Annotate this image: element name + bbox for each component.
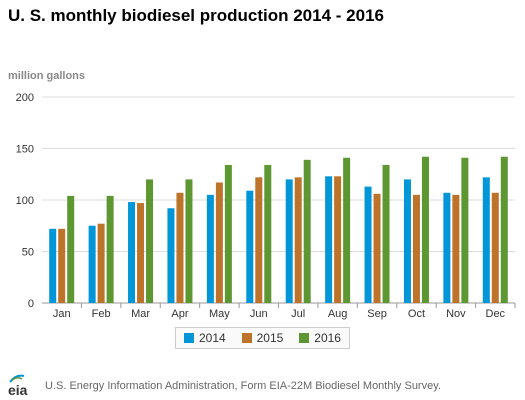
eia-logo-icon: eia (8, 374, 28, 398)
bar-2014-jun[interactable] (246, 190, 254, 303)
bar-2016-jul[interactable] (303, 159, 311, 303)
bar-2016-jan[interactable] (67, 195, 75, 303)
source-note: U.S. Energy Information Administration, … (45, 380, 441, 392)
bar-2016-aug[interactable] (343, 157, 351, 303)
x-tick-label: Aug (328, 308, 348, 320)
bar-2014-jul[interactable] (285, 179, 293, 303)
bar-2015-jun[interactable] (255, 177, 263, 303)
bar-2014-apr[interactable] (167, 208, 175, 303)
y-tick-label: 100 (16, 195, 34, 207)
y-tick-label: 150 (16, 144, 34, 156)
bar-2016-oct[interactable] (421, 156, 429, 303)
x-tick-label: Oct (408, 308, 425, 320)
bar-2014-may[interactable] (206, 194, 214, 303)
bars (49, 156, 508, 303)
x-tick-label: May (209, 308, 230, 320)
x-tick-label: Jun (250, 308, 268, 320)
y-axis-unit-label: million gallons (8, 70, 86, 82)
legend-swatch-2015 (241, 333, 252, 343)
bar-2015-feb[interactable] (97, 223, 105, 303)
y-tick-label: 50 (22, 247, 34, 259)
x-tick-label: Apr (171, 308, 188, 320)
x-tick-label: Jan (53, 308, 71, 320)
bar-2015-sep[interactable] (373, 193, 381, 303)
bar-2015-apr[interactable] (176, 192, 184, 303)
y-tick-label: 200 (16, 92, 34, 104)
bar-2015-nov[interactable] (452, 194, 460, 303)
bar-2016-sep[interactable] (382, 164, 390, 303)
y-axis-ticks: 0 50 100 150 200 (16, 92, 34, 310)
bar-2016-feb[interactable] (106, 195, 114, 303)
x-tick-label: Jul (291, 308, 305, 320)
x-tick-label: Dec (486, 308, 506, 320)
chart-title: U. S. monthly biodiesel production 2014 … (8, 6, 384, 25)
eia-logo-text: eia (8, 382, 28, 398)
bar-2016-jun[interactable] (264, 164, 272, 303)
legend-item-2014[interactable]: 2014 (183, 331, 226, 345)
bar-2014-sep[interactable] (364, 186, 372, 303)
bar-2014-dec[interactable] (482, 177, 490, 303)
x-tick-label: Nov (446, 308, 466, 320)
legend-label-2016: 2016 (314, 331, 341, 345)
bar-2016-dec[interactable] (500, 156, 508, 303)
bar-2014-nov[interactable] (443, 192, 451, 303)
legend-label-2015: 2015 (256, 331, 284, 345)
bar-2014-jan[interactable] (49, 228, 57, 303)
legend: 2014 2015 2016 (175, 327, 350, 349)
bar-2016-mar[interactable] (146, 179, 154, 303)
bar-2015-jan[interactable] (58, 228, 66, 303)
bar-2016-nov[interactable] (461, 157, 469, 303)
bar-2014-mar[interactable] (128, 202, 136, 303)
x-tick-label: Sep (367, 308, 387, 320)
legend-item-2016[interactable]: 2016 (299, 331, 341, 345)
bar-2014-oct[interactable] (403, 179, 411, 303)
bar-2015-mar[interactable] (137, 203, 145, 303)
legend-swatch-2014 (183, 333, 194, 343)
bar-2015-jul[interactable] (294, 177, 302, 303)
legend-label-2014: 2014 (198, 331, 226, 345)
bar-2015-dec[interactable] (491, 192, 499, 303)
x-axis-ticks: Jan Feb Mar Apr May Jun Jul Aug Sep Oct Nov Dec (53, 303, 516, 320)
bar-2015-aug[interactable] (334, 176, 342, 303)
y-tick-label: 0 (28, 298, 34, 310)
legend-item-2015[interactable]: 2015 (241, 331, 284, 345)
legend-swatch-2016 (299, 333, 310, 343)
bar-2016-apr[interactable] (185, 179, 193, 303)
bar-2016-may[interactable] (224, 164, 232, 303)
x-tick-label: Feb (92, 308, 111, 320)
x-tick-label: Mar (131, 308, 150, 320)
bar-2014-aug[interactable] (325, 176, 333, 303)
bar-2014-feb[interactable] (88, 225, 96, 303)
bar-2015-may[interactable] (215, 182, 223, 303)
bar-2015-oct[interactable] (412, 194, 420, 303)
